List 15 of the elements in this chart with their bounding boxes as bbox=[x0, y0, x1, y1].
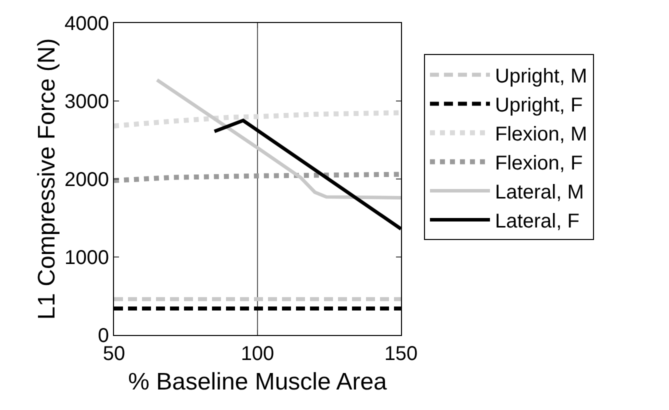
legend-label: Flexion, F bbox=[494, 152, 583, 174]
legend-label: Flexion, M bbox=[494, 124, 588, 146]
x-tick-label: 150 bbox=[384, 343, 418, 365]
y-axis-title: L1 Compressive Force (N) bbox=[34, 38, 61, 320]
legend-label: Upright, M bbox=[494, 66, 588, 88]
legend-label: Lateral, M bbox=[494, 182, 584, 204]
x-tick-label: 100 bbox=[240, 343, 274, 365]
legend-label: Lateral, F bbox=[494, 210, 580, 232]
y-tick-label: 3000 bbox=[64, 91, 109, 113]
x-axis-title: % Baseline Muscle Area bbox=[128, 368, 388, 396]
y-tick-label: 4000 bbox=[64, 13, 109, 35]
y-tick-label: 1000 bbox=[64, 247, 109, 269]
y-tick-label: 2000 bbox=[64, 169, 109, 191]
legend-label: Upright, F bbox=[494, 94, 583, 116]
line-series bbox=[155, 78, 401, 200]
